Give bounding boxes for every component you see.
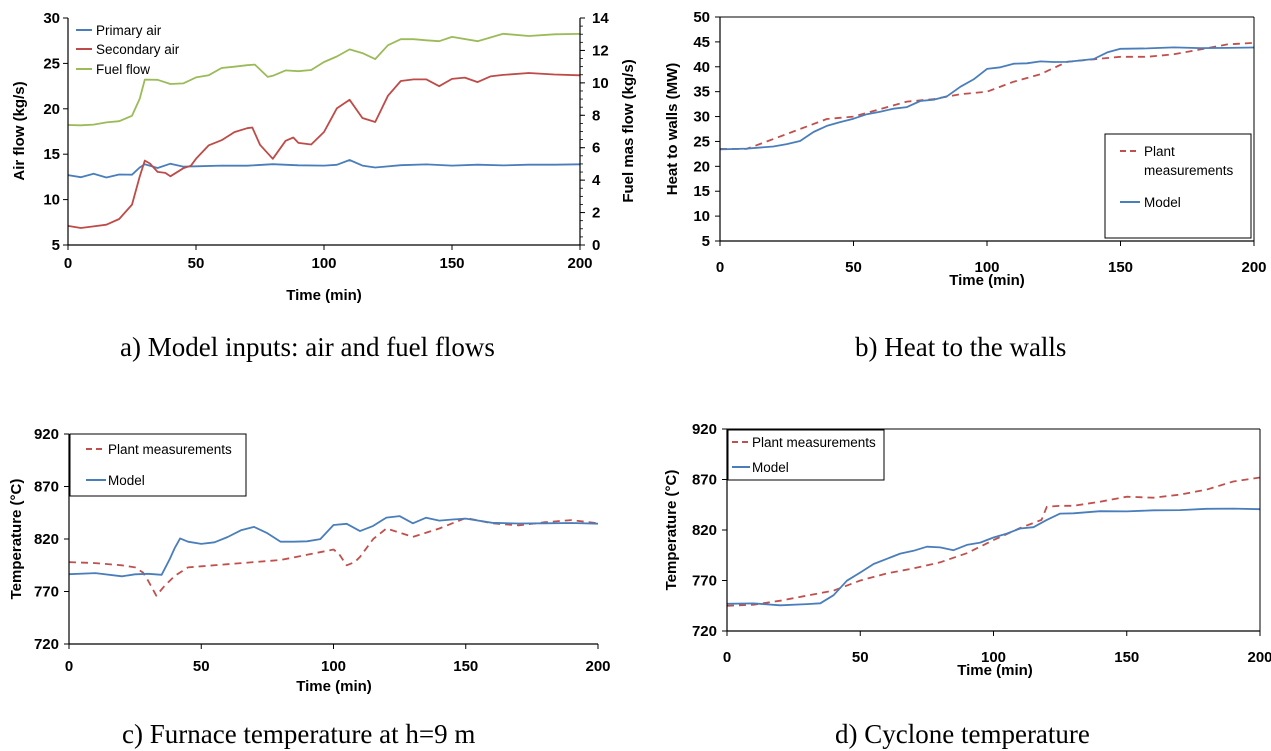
chart-c-xtick-label: 200 — [585, 658, 610, 675]
chart-b-xtick-label: 150 — [1108, 259, 1133, 276]
chart-a-xtick-label: 150 — [439, 255, 464, 272]
chart-b-xtick-label: 50 — [845, 259, 862, 276]
chart-c-caption: c) Furnace temperature at h=9 m — [122, 719, 475, 749]
chart-a-ytick-label: 15 — [43, 146, 60, 163]
chart-b: 0 50 100 150 200 5 10 15 20 25 30 35 40 45 50 Time (mi… — [664, 9, 1267, 362]
chart-b-ytick-label: 40 — [693, 59, 710, 76]
chart-c-ytick-label: 770 — [34, 584, 59, 601]
chart-a-xtick-label: 0 — [64, 255, 72, 272]
chart-a-ytick-right-label: 6 — [592, 140, 600, 157]
chart-c-xlabel: Time (min) — [296, 678, 372, 695]
chart-b-xtick-label: 200 — [1241, 259, 1266, 276]
chart-d-xtick-label: 50 — [852, 649, 869, 666]
legend-label-plant-measurements-line2: measurements — [1144, 163, 1234, 178]
chart-c-ytick-label: 870 — [34, 479, 59, 496]
chart-d-ylabel: Temperature (°C) — [663, 470, 680, 591]
chart-c-legend-box — [69, 433, 247, 497]
chart-b-legend-box — [1104, 133, 1252, 239]
chart-d-caption: d) Cyclone temperature — [835, 719, 1090, 749]
chart-a-ytick-right-label: 12 — [592, 42, 609, 59]
chart-a-ytick-label: 25 — [43, 55, 60, 72]
chart-d-xtick-label: 150 — [1114, 649, 1139, 666]
chart-d-xtick-label: 200 — [1247, 649, 1271, 666]
chart-a-series-secondary-air — [67, 72, 581, 229]
chart-b-xtick-label: 0 — [716, 259, 724, 276]
chart-a-xtick-label: 50 — [188, 255, 205, 272]
chart-a-series-primary-air — [67, 159, 581, 179]
chart-a-xtick-label: 100 — [311, 255, 336, 272]
chart-a-ytick-label: 30 — [43, 10, 60, 27]
legend-label-secondary-air: Secondary air — [96, 42, 180, 57]
chart-c-ytick-label: 820 — [34, 531, 59, 548]
chart-b-series-model — [719, 46, 1255, 151]
chart-a-ytick-right-label: 2 — [592, 205, 600, 222]
legend-label-primary-air: Primary air — [96, 23, 162, 38]
chart-b-series-plant-measurements — [720, 42, 1255, 150]
chart-b-ytick-label: 45 — [693, 34, 710, 51]
legend-label-plant-measurements: Plant measurements — [108, 442, 232, 457]
chart-d-series-model — [726, 507, 1261, 607]
chart-a-legend: Primary air Secondary air Fuel flow — [76, 23, 180, 77]
chart-a-ytick-right-label: 10 — [592, 75, 609, 92]
chart-c-ytick-label: 920 — [34, 426, 59, 443]
chart-d-legend-box — [727, 429, 885, 481]
chart-b-ytick-label: 5 — [702, 233, 710, 250]
chart-c-ylabel: Temperature (°C) — [8, 479, 25, 600]
chart-c-xtick-label: 50 — [193, 658, 210, 675]
chart-b-ytick-label: 25 — [693, 133, 710, 150]
chart-a-ylabel-right: Fuel mas flow (kg/s) — [620, 59, 637, 202]
chart-a-series-fuel-flow — [67, 32, 581, 127]
chart-a-caption: a) Model inputs: air and fuel flows — [120, 332, 495, 362]
chart-c: 0 50 100 150 200 720 770 820 870 920 Time (min) T… — [8, 426, 611, 749]
legend-label-model: Model — [1144, 195, 1181, 210]
chart-d-legend: Plant measurements Model — [727, 429, 885, 481]
legend-label-model: Model — [752, 460, 789, 475]
chart-a-xlabel: Time (min) — [286, 287, 362, 304]
chart-b-xlabel: Time (min) — [949, 272, 1025, 289]
chart-a-ylabel: Air flow (kg/s) — [11, 81, 28, 180]
legend-label-plant-measurements: Plant measurements — [1144, 144, 1234, 178]
chart-d-ytick-label: 920 — [692, 421, 717, 438]
chart-a-ytick-label: 20 — [43, 101, 60, 118]
chart-a-ytick-label: 10 — [43, 192, 60, 209]
chart-a-xtick-label: 200 — [567, 255, 592, 272]
chart-d-xtick-label: 100 — [981, 649, 1006, 666]
chart-b-ytick-label: 15 — [693, 183, 710, 200]
legend-label-model: Model — [108, 473, 145, 488]
chart-a-ytick-label: 5 — [52, 237, 60, 254]
chart-d-xlabel: Time (min) — [957, 662, 1033, 679]
chart-d-ytick-label: 770 — [692, 573, 717, 590]
chart-d-ytick-label: 820 — [692, 522, 717, 539]
chart-b-ylabel: Heat to walls (MW) — [664, 63, 681, 196]
chart-b-legend: Plant measurements Model — [1104, 133, 1252, 239]
legend-label-plant-measurements-line1: Plant — [1144, 144, 1175, 159]
chart-a: 0 50 100 150 200 5 10 15 20 25 30 0 2 4 6 8 10 12 14 Time … — [11, 10, 637, 362]
legend-label-plant-measurements: Plant measurements — [752, 435, 876, 450]
chart-c-series-model — [68, 515, 599, 578]
chart-b-ytick-label: 30 — [693, 109, 710, 126]
chart-a-ytick-right-label: 0 — [592, 237, 600, 254]
chart-b-ytick-label: 35 — [693, 84, 710, 101]
chart-a-ytick-right-label: 14 — [592, 10, 609, 27]
chart-c-xtick-label: 100 — [321, 658, 346, 675]
chart-d: 0 50 100 150 200 720 770 820 870 920 Time (min) T… — [663, 421, 1271, 749]
chart-c-ytick-label: 720 — [34, 636, 59, 653]
chart-c-legend: Plant measurements Model — [69, 433, 247, 497]
chart-c-xtick-label: 150 — [453, 658, 478, 675]
legend-label-fuel-flow: Fuel flow — [96, 62, 150, 77]
chart-d-xtick-label: 0 — [723, 649, 731, 666]
chart-b-ytick-label: 50 — [693, 9, 710, 26]
chart-d-ytick-label: 720 — [692, 623, 717, 640]
chart-d-ytick-label: 870 — [692, 472, 717, 489]
chart-a-ytick-right-label: 4 — [592, 172, 601, 189]
chart-b-ytick-label: 20 — [693, 158, 710, 175]
chart-b-caption: b) Heat to the walls — [855, 332, 1066, 362]
chart-b-ytick-label: 10 — [693, 208, 710, 225]
chart-c-xtick-label: 0 — [65, 658, 73, 675]
chart-b-xtick-label: 100 — [974, 259, 999, 276]
chart-a-ytick-right-label: 8 — [592, 107, 600, 124]
